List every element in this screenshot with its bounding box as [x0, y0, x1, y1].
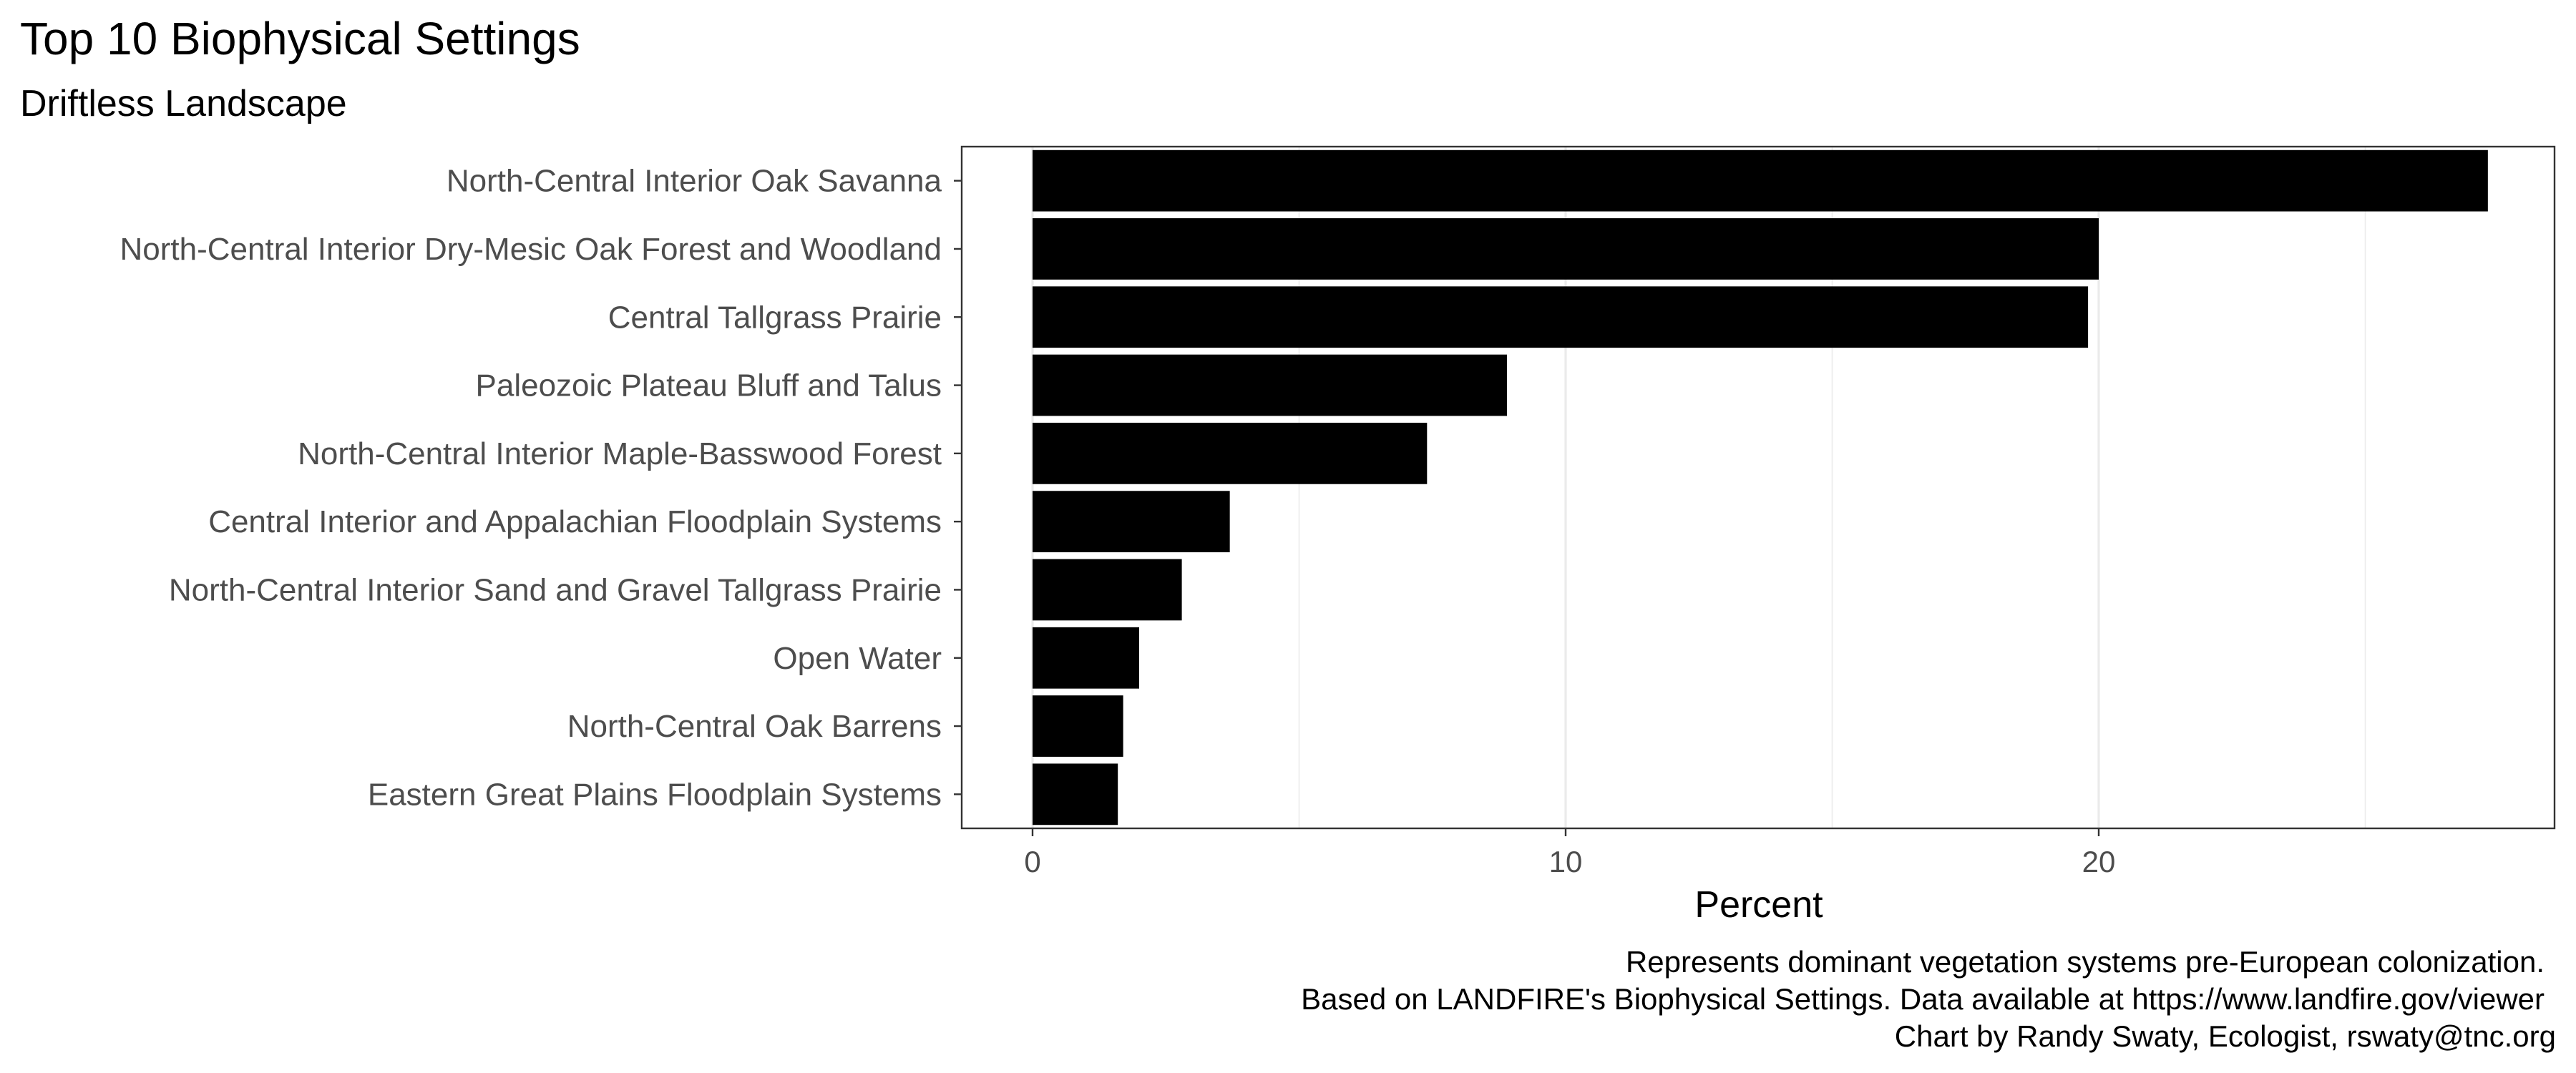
- category-label: North-Central Interior Dry-Mesic Oak For…: [120, 232, 942, 267]
- category-label: Eastern Great Plains Floodplain Systems: [368, 777, 942, 812]
- category-label: Central Tallgrass Prairie: [608, 300, 942, 335]
- x-tick-label: 0: [1024, 845, 1040, 878]
- category-label: Open Water: [773, 641, 942, 676]
- caption-line-1: Represents dominant vegetation systems p…: [1626, 945, 2545, 979]
- bar: [1033, 627, 1139, 689]
- x-tick-label: 10: [1549, 845, 1583, 878]
- caption-line-3: Chart by Randy Swaty, Ecologist, rswaty@…: [1895, 1019, 2556, 1053]
- bar: [1033, 559, 1182, 621]
- bar: [1033, 763, 1118, 825]
- bar: [1033, 491, 1230, 553]
- plot-border: [960, 145, 2556, 830]
- x-axis-title: Percent: [1694, 884, 1823, 926]
- chart-title: Top 10 Biophysical Settings: [20, 13, 580, 64]
- bars: [1033, 150, 2488, 825]
- bar: [1033, 218, 2099, 280]
- category-axis: North-Central Interior Oak Savanna North-…: [120, 164, 962, 812]
- category-label: North-Central Interior Maple-Basswood Fo…: [298, 436, 942, 471]
- bar: [1033, 422, 1428, 484]
- bar: [1033, 354, 1508, 416]
- chart-subtitle: Driftless Landscape: [20, 83, 347, 124]
- category-label: North-Central Interior Oak Savanna: [447, 164, 942, 199]
- category-label: Paleozoic Plateau Bluff and Talus: [476, 368, 942, 403]
- bar: [1033, 695, 1123, 757]
- bar: [1033, 286, 2089, 348]
- category-label: Central Interior and Appalachian Floodpl…: [208, 504, 942, 539]
- bar: [1033, 150, 2488, 212]
- x-axis: 0 10 20: [1024, 828, 2115, 878]
- x-tick-label: 20: [2082, 845, 2116, 878]
- category-label: North-Central Oak Barrens: [567, 709, 942, 744]
- category-label: North-Central Interior Sand and Gravel T…: [169, 572, 942, 607]
- caption-line-2: Based on LANDFIRE's Biophysical Settings…: [1301, 982, 2545, 1016]
